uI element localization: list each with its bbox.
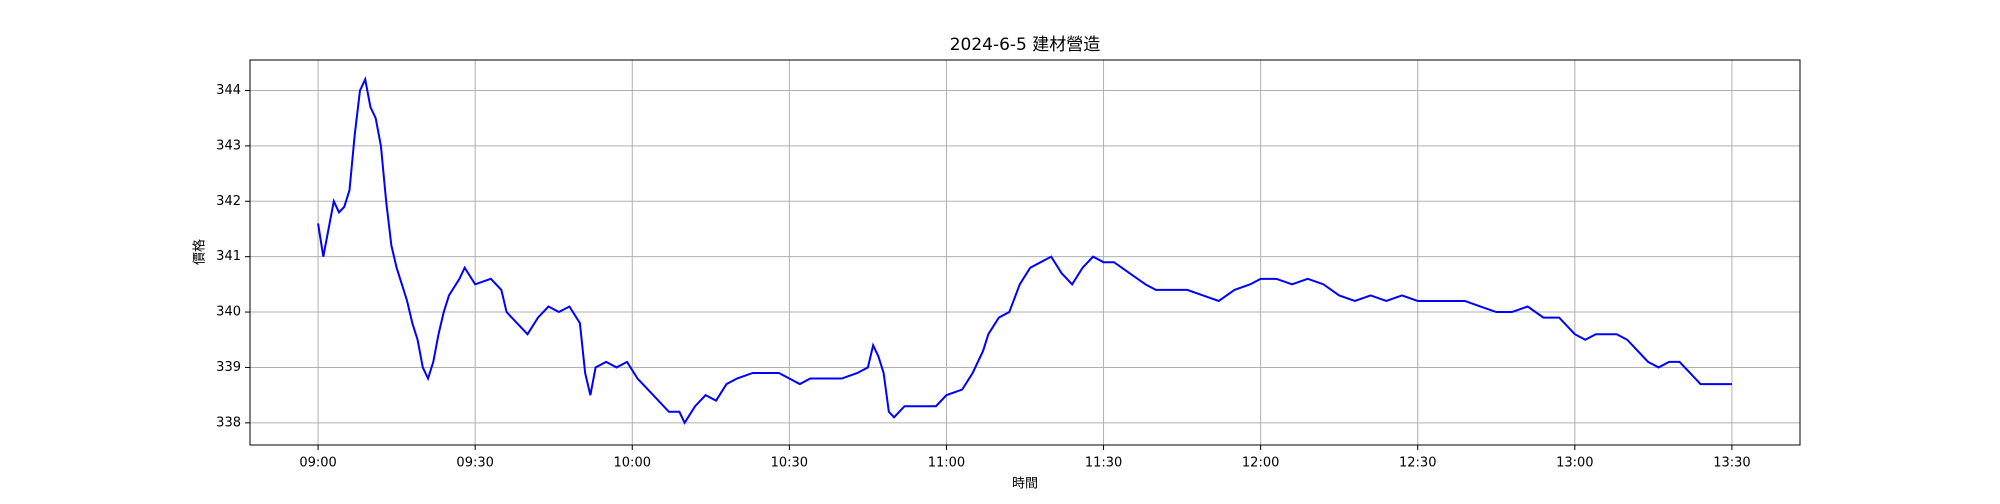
- x-tick-label: 10:30: [771, 456, 808, 471]
- y-tick-label: 338: [216, 415, 241, 430]
- y-tick-label: 339: [216, 360, 241, 375]
- x-tick-label: 13:00: [1556, 456, 1593, 471]
- x-tick-label: 13:30: [1713, 456, 1750, 471]
- price-line: [317, 76, 1732, 425]
- chart-title: 2024-6-5 建材營造: [950, 35, 1101, 55]
- y-tick-label: 340: [216, 305, 241, 320]
- y-tick-label: 341: [216, 249, 241, 264]
- x-axis-label: 時間: [1012, 477, 1038, 492]
- x-tick-label: 09:30: [456, 456, 493, 471]
- x-tick-label: 11:00: [928, 456, 965, 471]
- x-tick-label: 12:30: [1399, 456, 1436, 471]
- y-tick-label: 343: [216, 138, 241, 153]
- x-tick-label: 09:00: [299, 456, 336, 471]
- y-tick-label: 342: [216, 194, 241, 209]
- y-axis-label: 價格: [192, 239, 208, 265]
- x-tick-label: 11:30: [1085, 456, 1122, 471]
- x-tick-label: 10:00: [614, 456, 651, 471]
- y-tick-label: 344: [216, 83, 241, 98]
- x-tick-label: 12:00: [1242, 456, 1279, 471]
- plot-frame: [249, 59, 1801, 446]
